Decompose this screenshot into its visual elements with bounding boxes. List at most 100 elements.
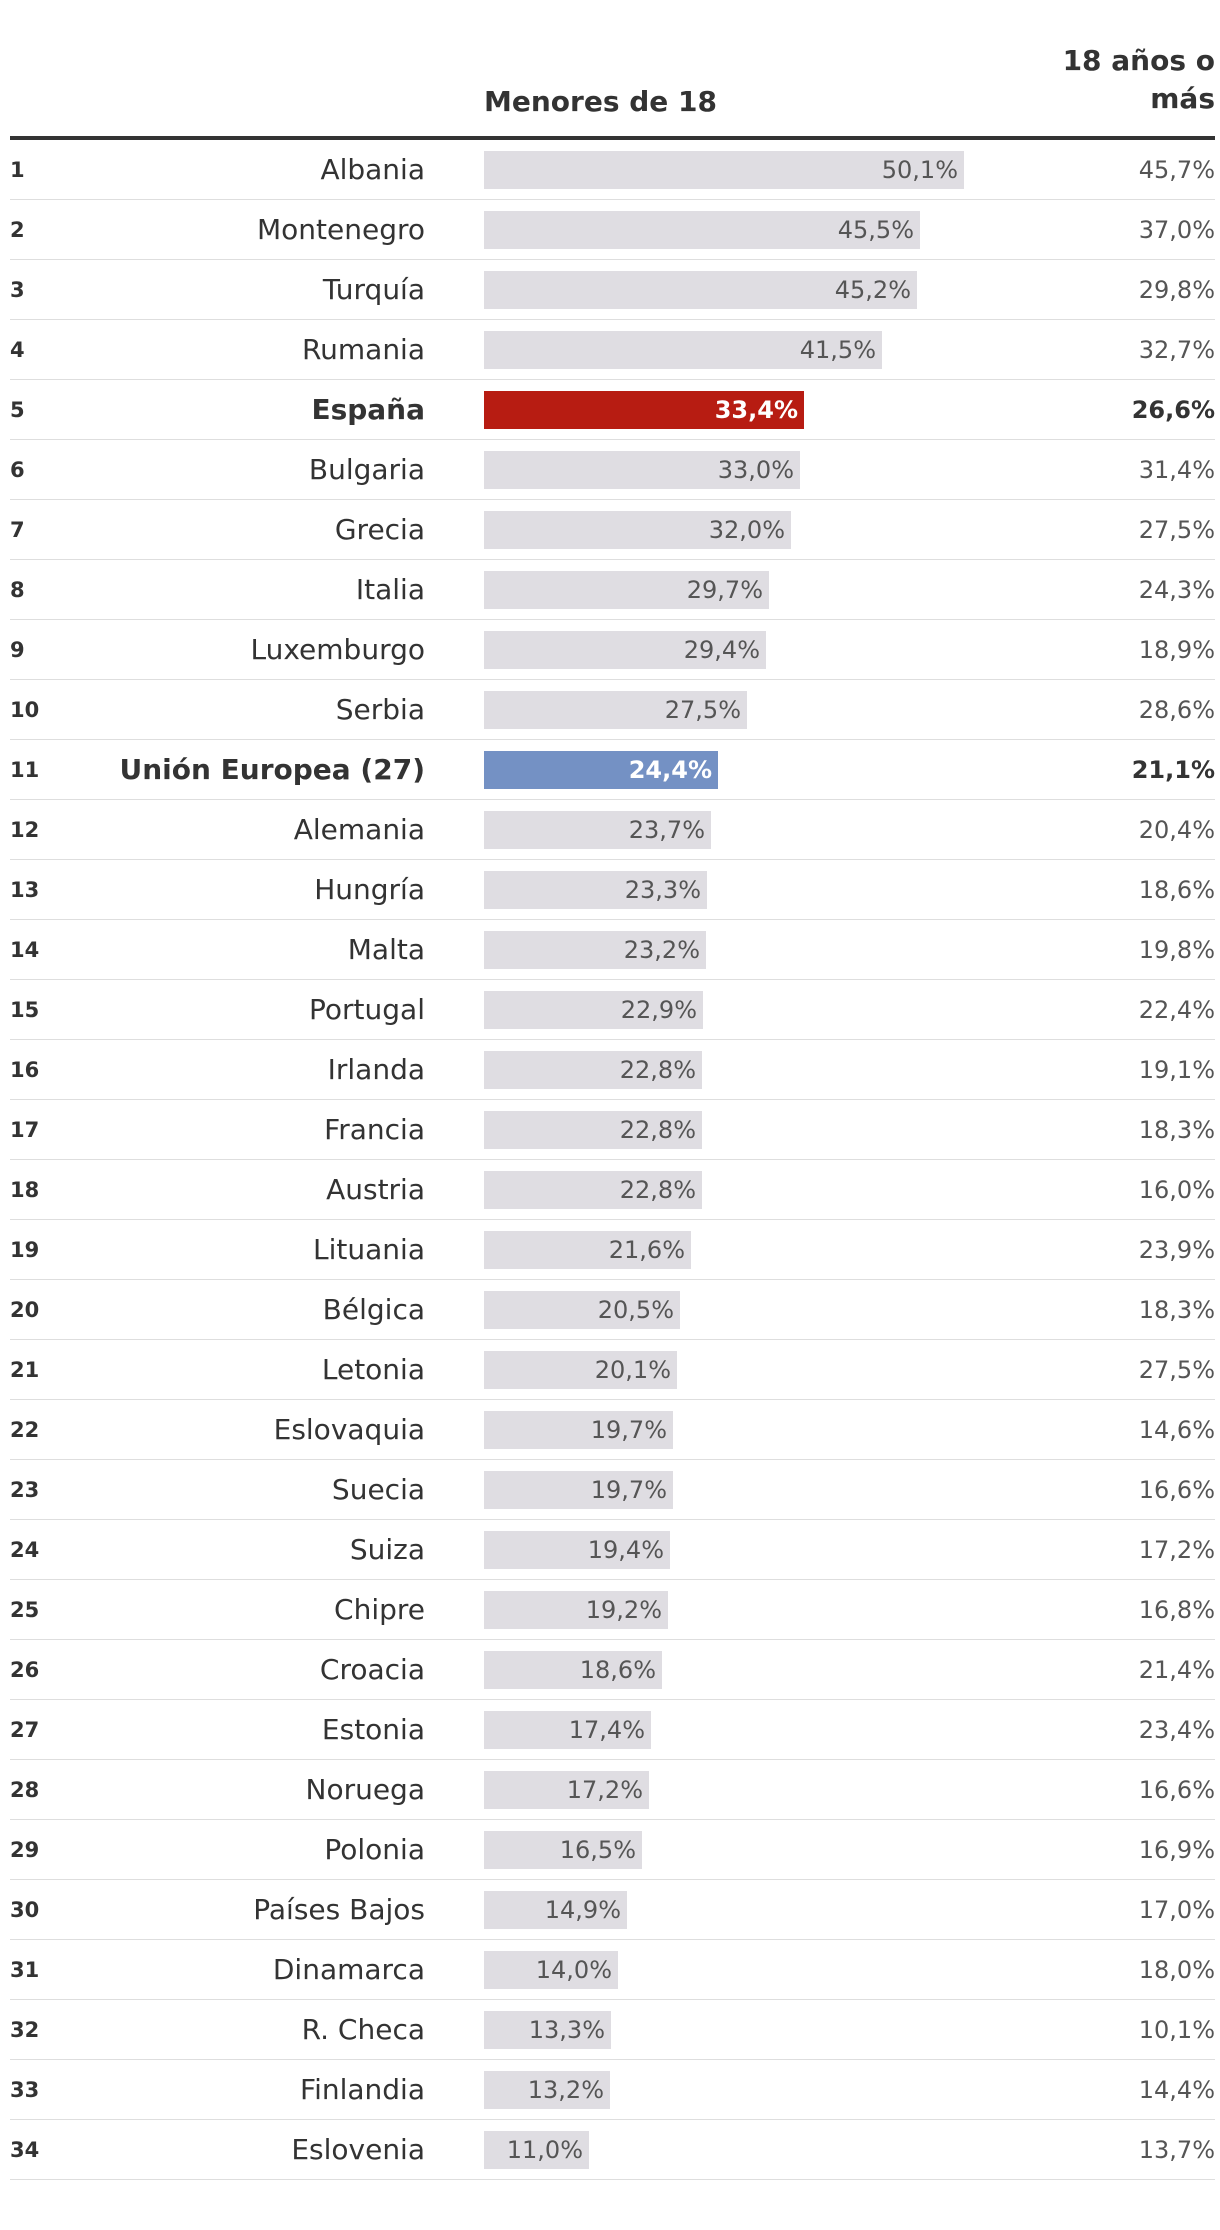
adults-value: 16,0%	[1138, 1176, 1215, 1204]
rank-number: 28	[10, 1778, 40, 1802]
ranking-table: Menores de 18 18 años o más 1 Albania 50,1…	[10, 0, 1215, 2180]
minors-bar: 13,2%	[484, 2071, 610, 2109]
table-row: 31 Dinamarca 14,0% 18,0%	[10, 1940, 1215, 2000]
minors-bar: 17,4%	[484, 1711, 651, 1749]
country-name: Noruega	[305, 1773, 426, 1806]
rank-number: 10	[10, 698, 40, 722]
table-row: 30 Países Bajos 14,9% 17,0%	[10, 1880, 1215, 1940]
table-row: 18 Austria 22,8% 16,0%	[10, 1160, 1215, 1220]
minors-value: 45,5%	[837, 216, 914, 244]
country-name: Bélgica	[322, 1293, 425, 1326]
rank-number: 17	[10, 1118, 40, 1142]
table-row: 21 Letonia 20,1% 27,5%	[10, 1340, 1215, 1400]
minors-value: 33,4%	[714, 396, 798, 424]
rank-number: 13	[10, 878, 40, 902]
minors-bar: 21,6%	[484, 1231, 691, 1269]
rank-number: 14	[10, 938, 40, 962]
table-row: 1 Albania 50,1% 45,7%	[10, 140, 1215, 200]
country-name: Italia	[355, 573, 425, 606]
table-row: 3 Turquía 45,2% 29,8%	[10, 260, 1215, 320]
adults-value: 27,5%	[1138, 1356, 1215, 1384]
minors-value: 22,9%	[620, 996, 697, 1024]
adults-value: 19,8%	[1138, 936, 1215, 964]
rank-number: 9	[10, 638, 25, 662]
rank-number: 1	[10, 158, 25, 182]
adults-value: 18,9%	[1138, 636, 1215, 664]
table-row: 6 Bulgaria 33,0% 31,4%	[10, 440, 1215, 500]
adults-value: 23,4%	[1138, 1716, 1215, 1744]
adults-value: 18,6%	[1138, 876, 1215, 904]
rank-number: 7	[10, 518, 25, 542]
table-row: 32 R. Checa 13,3% 10,1%	[10, 2000, 1215, 2060]
minors-bar: 13,3%	[484, 2011, 611, 2049]
rank-number: 15	[10, 998, 40, 1022]
rank-number: 19	[10, 1238, 40, 1262]
minors-value: 11,0%	[506, 2136, 583, 2164]
table-row: 9 Luxemburgo 29,4% 18,9%	[10, 620, 1215, 680]
rank-number: 18	[10, 1178, 40, 1202]
table-row: 20 Bélgica 20,5% 18,3%	[10, 1280, 1215, 1340]
minors-bar: 19,4%	[484, 1531, 670, 1569]
minors-bar: 20,5%	[484, 1291, 680, 1329]
minors-value: 17,2%	[566, 1776, 643, 1804]
minors-bar: 19,7%	[484, 1411, 673, 1449]
adults-value: 45,7%	[1138, 156, 1215, 184]
minors-value: 19,2%	[585, 1596, 662, 1624]
country-name: Polonia	[324, 1833, 425, 1866]
rank-number: 24	[10, 1538, 40, 1562]
minors-bar: 45,5%	[484, 211, 920, 249]
adults-value: 13,7%	[1138, 2136, 1215, 2164]
table-row: 4 Rumania 41,5% 32,7%	[10, 320, 1215, 380]
minors-value: 19,7%	[590, 1416, 667, 1444]
minors-value: 33,0%	[717, 456, 794, 484]
rank-number: 31	[10, 1958, 40, 1982]
minors-value: 20,1%	[594, 1356, 671, 1384]
minors-bar: 22,9%	[484, 991, 703, 1029]
minors-bar: 22,8%	[484, 1051, 702, 1089]
country-name: Bulgaria	[308, 453, 425, 486]
country-name: Luxemburgo	[250, 633, 425, 666]
table-row: 13 Hungría 23,3% 18,6%	[10, 860, 1215, 920]
rank-number: 11	[10, 758, 40, 782]
minors-bar: 22,8%	[484, 1111, 702, 1149]
rank-number: 12	[10, 818, 40, 842]
table-row: 17 Francia 22,8% 18,3%	[10, 1100, 1215, 1160]
minors-bar: 11,0%	[484, 2131, 589, 2169]
rank-number: 3	[10, 278, 25, 302]
country-name: Rumania	[301, 333, 425, 366]
country-name: Dinamarca	[272, 1953, 425, 1986]
rank-number: 22	[10, 1418, 40, 1442]
minors-value: 22,8%	[619, 1056, 696, 1084]
minors-value: 45,2%	[834, 276, 911, 304]
header-adults: 18 años o más	[1062, 44, 1215, 115]
rank-number: 27	[10, 1718, 40, 1742]
table-row: 14 Malta 23,2% 19,8%	[10, 920, 1215, 980]
table-row: 8 Italia 29,7% 24,3%	[10, 560, 1215, 620]
minors-bar: 14,0%	[484, 1951, 618, 1989]
country-name: Austria	[326, 1173, 425, 1206]
minors-value: 14,9%	[544, 1896, 621, 1924]
country-name: Alemania	[293, 813, 425, 846]
minors-bar: 23,7%	[484, 811, 711, 849]
adults-value: 17,0%	[1138, 1896, 1215, 1924]
rank-number: 16	[10, 1058, 40, 1082]
rank-number: 32	[10, 2018, 40, 2042]
adults-value: 21,1%	[1131, 756, 1215, 784]
minors-value: 20,5%	[597, 1296, 674, 1324]
country-name: R. Checa	[301, 2013, 425, 2046]
rank-number: 5	[10, 398, 25, 422]
adults-value: 23,9%	[1138, 1236, 1215, 1264]
adults-value: 17,2%	[1138, 1536, 1215, 1564]
minors-bar: 29,4%	[484, 631, 766, 669]
rank-number: 25	[10, 1598, 40, 1622]
adults-value: 28,6%	[1138, 696, 1215, 724]
rank-number: 33	[10, 2078, 40, 2102]
adults-value: 26,6%	[1131, 396, 1215, 424]
rank-number: 21	[10, 1358, 40, 1382]
minors-value: 22,8%	[619, 1176, 696, 1204]
minors-value: 29,4%	[683, 636, 760, 664]
minors-value: 23,2%	[623, 936, 700, 964]
header-minors: Menores de 18	[484, 85, 717, 118]
adults-value: 16,9%	[1138, 1836, 1215, 1864]
table-row: 34 Eslovenia 11,0% 13,7%	[10, 2120, 1215, 2180]
